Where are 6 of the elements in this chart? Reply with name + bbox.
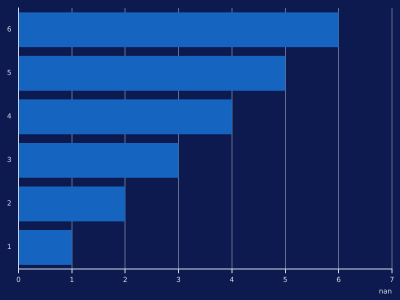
bar [18,186,126,222]
bar [18,230,72,265]
bar [18,99,232,134]
bar [18,12,339,48]
bar [18,56,286,91]
bar [18,142,179,178]
